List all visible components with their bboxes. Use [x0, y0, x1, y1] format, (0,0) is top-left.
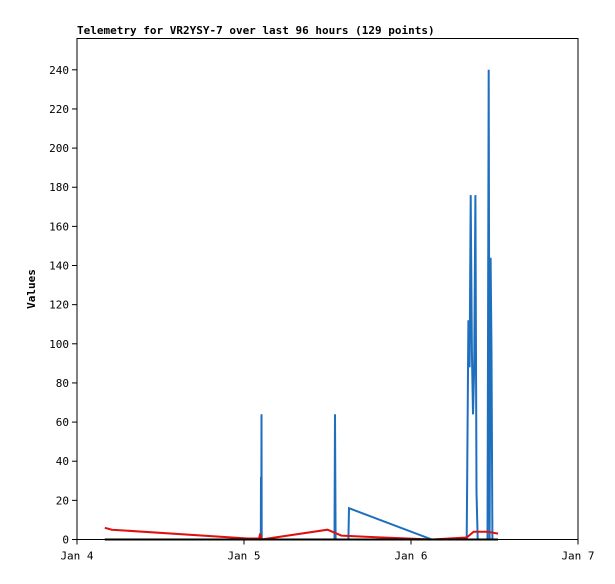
- x-tick-label: Jan 5: [227, 550, 260, 563]
- y-tick-label: 40: [56, 455, 69, 468]
- x-tick-label: Jan 7: [561, 550, 594, 563]
- y-tick-label: 120: [49, 299, 69, 312]
- y-tick-label: 200: [49, 142, 69, 155]
- y-tick-label: 100: [49, 338, 69, 351]
- y-tick-label: 180: [49, 181, 69, 194]
- y-tick-label: 160: [49, 220, 69, 233]
- y-axis-title: Values: [25, 269, 38, 309]
- x-tick-label: Jan 4: [60, 550, 93, 563]
- y-tick-label: 220: [49, 103, 69, 116]
- series-line-1: [104, 69, 498, 541]
- y-tick-label: 80: [56, 377, 69, 390]
- y-tick-label: 60: [56, 416, 69, 429]
- y-tick-label: 240: [49, 64, 69, 77]
- y-axis: 0 20 40 60 80 100 120 140 160 180 200 220 240: [49, 64, 77, 547]
- y-tick-label: 0: [62, 534, 69, 547]
- chart-title: Telemetry for VR2YSY-7 over last 96 hour…: [77, 24, 435, 37]
- y-tick-label: 140: [49, 260, 69, 273]
- series-line-2: [104, 526, 499, 541]
- x-tick-label: Jan 6: [394, 550, 427, 563]
- plot-frame: [76, 38, 579, 540]
- y-tick-label: 20: [56, 494, 69, 507]
- x-axis: Jan 4 Jan 5 Jan 6 Jan 7: [60, 539, 595, 563]
- series-layer: [104, 69, 499, 541]
